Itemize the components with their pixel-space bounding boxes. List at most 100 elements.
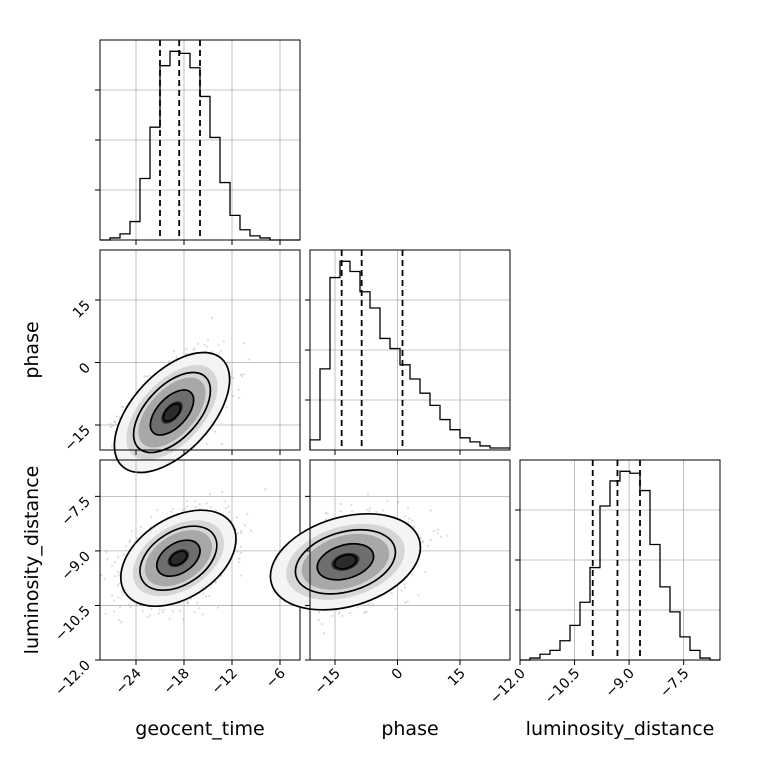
scatter-point bbox=[117, 556, 120, 559]
scatter-point bbox=[193, 610, 196, 614]
contour-line bbox=[162, 402, 182, 423]
scatter-point bbox=[114, 420, 117, 423]
scatter-point bbox=[407, 507, 410, 510]
scatter-point bbox=[184, 507, 187, 511]
scatter-point bbox=[386, 500, 389, 503]
scatter-point bbox=[143, 375, 146, 378]
scatter-point bbox=[382, 509, 385, 512]
scatter-point bbox=[189, 597, 193, 601]
scatter-point bbox=[235, 516, 238, 519]
scatter-point bbox=[196, 601, 199, 605]
scatter-point bbox=[120, 405, 123, 408]
scatter-point bbox=[207, 338, 210, 341]
contour-line bbox=[169, 550, 188, 567]
scatter-point bbox=[113, 420, 116, 423]
scatter-point bbox=[243, 524, 246, 527]
scatter-point bbox=[103, 577, 106, 581]
density-panel-geocent_time-luminosity_distance bbox=[100, 488, 267, 624]
scatter-point bbox=[368, 509, 371, 512]
scatter-point bbox=[119, 605, 122, 608]
scatter-point bbox=[325, 518, 328, 521]
scatter-point bbox=[204, 595, 207, 598]
scatter-point bbox=[404, 601, 407, 604]
scatter-point bbox=[223, 500, 226, 503]
scatter-point bbox=[324, 511, 327, 515]
scatter-point bbox=[222, 340, 225, 343]
scatter-point bbox=[117, 596, 120, 599]
scatter-point bbox=[351, 510, 354, 513]
scatter-point bbox=[437, 528, 440, 532]
scatter-point bbox=[182, 618, 185, 621]
scatter-point bbox=[121, 593, 124, 596]
scatter-point bbox=[197, 342, 200, 345]
histogram-frame-phase bbox=[309, 249, 511, 451]
scatter-point bbox=[239, 551, 242, 555]
scatter-point bbox=[375, 510, 378, 513]
scatter-point bbox=[339, 510, 342, 513]
scatter-point bbox=[121, 590, 124, 594]
scatter-point bbox=[209, 493, 212, 496]
scatter-point bbox=[220, 575, 223, 578]
scatter-point bbox=[209, 505, 213, 508]
scatter-point bbox=[366, 508, 369, 511]
scatter-point bbox=[239, 373, 243, 376]
scatter-point bbox=[243, 342, 246, 345]
scatter-point bbox=[112, 610, 116, 613]
scatter-point bbox=[186, 601, 190, 604]
scatter-point bbox=[421, 541, 424, 544]
contour-line bbox=[149, 389, 195, 436]
scatter-point bbox=[141, 610, 144, 613]
scatter-point bbox=[230, 371, 233, 374]
scatter-point bbox=[125, 545, 128, 548]
scatter-point bbox=[118, 582, 121, 585]
scatter-point bbox=[218, 352, 221, 355]
scatter-point bbox=[403, 586, 406, 589]
scatter-point bbox=[202, 592, 205, 595]
scatter-point bbox=[203, 343, 206, 347]
scatter-point bbox=[170, 510, 173, 513]
scatter-point bbox=[106, 558, 109, 561]
scatter-point bbox=[239, 545, 242, 549]
scatter-point bbox=[236, 532, 239, 535]
scatter-point bbox=[205, 442, 209, 445]
scatter-point bbox=[341, 614, 344, 617]
scatter-point bbox=[366, 493, 370, 496]
contour-line bbox=[139, 525, 218, 592]
scatter-point bbox=[198, 503, 201, 506]
scatter-point bbox=[111, 564, 114, 567]
scatter-point bbox=[130, 530, 133, 533]
scatter-point bbox=[227, 505, 230, 508]
density-level bbox=[167, 549, 190, 568]
scatter-point bbox=[116, 570, 119, 573]
contour-line bbox=[132, 371, 212, 454]
scatter-point bbox=[111, 424, 114, 427]
scatter-point bbox=[247, 358, 250, 361]
scatter-point bbox=[239, 574, 242, 577]
scatter-point bbox=[168, 617, 171, 621]
scatter-point bbox=[394, 607, 397, 610]
scatter-point bbox=[406, 600, 409, 603]
scatter-point bbox=[368, 602, 371, 605]
scatter-point bbox=[356, 606, 359, 609]
scatter-point bbox=[139, 525, 142, 529]
scatter-point bbox=[146, 375, 149, 378]
scatter-point bbox=[400, 589, 403, 592]
scatter-point bbox=[120, 621, 123, 624]
scatter-point bbox=[168, 360, 171, 363]
scatter-point bbox=[158, 608, 161, 611]
scatter-point bbox=[219, 350, 223, 353]
scatter-point bbox=[424, 571, 427, 574]
scatter-point bbox=[429, 509, 432, 512]
scatter-point bbox=[129, 606, 132, 609]
scatter-point bbox=[186, 499, 189, 502]
scatter-point bbox=[397, 501, 400, 504]
scatter-point bbox=[221, 490, 224, 493]
scatter-point bbox=[173, 350, 176, 353]
scatter-point bbox=[100, 574, 103, 577]
histogram-phase bbox=[309, 260, 510, 450]
scatter-point bbox=[338, 610, 341, 613]
scatter-point bbox=[240, 530, 243, 533]
scatter-point bbox=[217, 344, 220, 347]
scatter-point bbox=[205, 502, 208, 505]
scatter-point bbox=[179, 609, 182, 612]
